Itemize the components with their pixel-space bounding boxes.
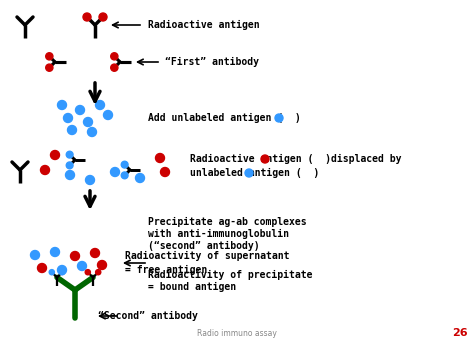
Text: “First” antibody: “First” antibody	[165, 57, 259, 67]
Circle shape	[75, 105, 84, 115]
Circle shape	[30, 251, 39, 260]
Text: Add unlabeled antigen (  ): Add unlabeled antigen ( )	[148, 113, 301, 123]
Circle shape	[64, 114, 73, 122]
Circle shape	[111, 53, 118, 60]
Circle shape	[78, 262, 86, 270]
Circle shape	[275, 114, 283, 122]
Circle shape	[83, 13, 91, 21]
Circle shape	[110, 167, 119, 177]
Circle shape	[46, 53, 53, 60]
Circle shape	[155, 153, 164, 163]
Circle shape	[51, 248, 60, 256]
Circle shape	[98, 261, 107, 269]
Text: Radio immuno assay: Radio immuno assay	[197, 328, 277, 338]
Text: Radioactive antigen: Radioactive antigen	[148, 20, 260, 30]
Text: Radioactive antigen (  )displaced by: Radioactive antigen ( )displaced by	[190, 154, 401, 164]
Text: = bound antigen: = bound antigen	[148, 282, 236, 292]
Circle shape	[83, 118, 92, 127]
Circle shape	[99, 13, 107, 21]
Circle shape	[121, 161, 128, 168]
Text: Radioactivity of supernatant: Radioactivity of supernatant	[125, 251, 290, 261]
Text: 26: 26	[452, 328, 468, 338]
Circle shape	[60, 270, 65, 275]
Circle shape	[66, 151, 73, 158]
Circle shape	[37, 264, 46, 272]
Text: Precipitate ag-ab complexes: Precipitate ag-ab complexes	[148, 217, 307, 227]
Text: with anti-immunoglobulin: with anti-immunoglobulin	[148, 229, 289, 239]
Circle shape	[261, 155, 269, 163]
Circle shape	[245, 169, 253, 177]
Circle shape	[161, 167, 170, 177]
Circle shape	[91, 249, 100, 257]
Circle shape	[67, 125, 76, 134]
Circle shape	[85, 176, 94, 184]
Circle shape	[71, 252, 80, 261]
Circle shape	[51, 150, 60, 160]
Text: unlabeled antigen (  ): unlabeled antigen ( )	[190, 168, 319, 178]
Circle shape	[57, 101, 66, 109]
Circle shape	[96, 270, 101, 275]
Circle shape	[136, 174, 145, 182]
Circle shape	[49, 270, 55, 275]
Circle shape	[95, 101, 104, 109]
Text: “Second” antibody: “Second” antibody	[98, 311, 198, 321]
Circle shape	[57, 266, 66, 275]
Text: (“second” antibody): (“second” antibody)	[148, 241, 260, 251]
Circle shape	[65, 170, 74, 179]
Circle shape	[88, 128, 97, 136]
Text: Radioactivity of precipitate: Radioactivity of precipitate	[148, 270, 312, 280]
Circle shape	[103, 110, 112, 119]
Circle shape	[46, 64, 53, 71]
Circle shape	[85, 270, 91, 275]
Text: = free antigen: = free antigen	[125, 265, 207, 275]
Circle shape	[121, 172, 128, 179]
Circle shape	[111, 64, 118, 71]
Circle shape	[66, 162, 73, 169]
Circle shape	[40, 165, 49, 175]
